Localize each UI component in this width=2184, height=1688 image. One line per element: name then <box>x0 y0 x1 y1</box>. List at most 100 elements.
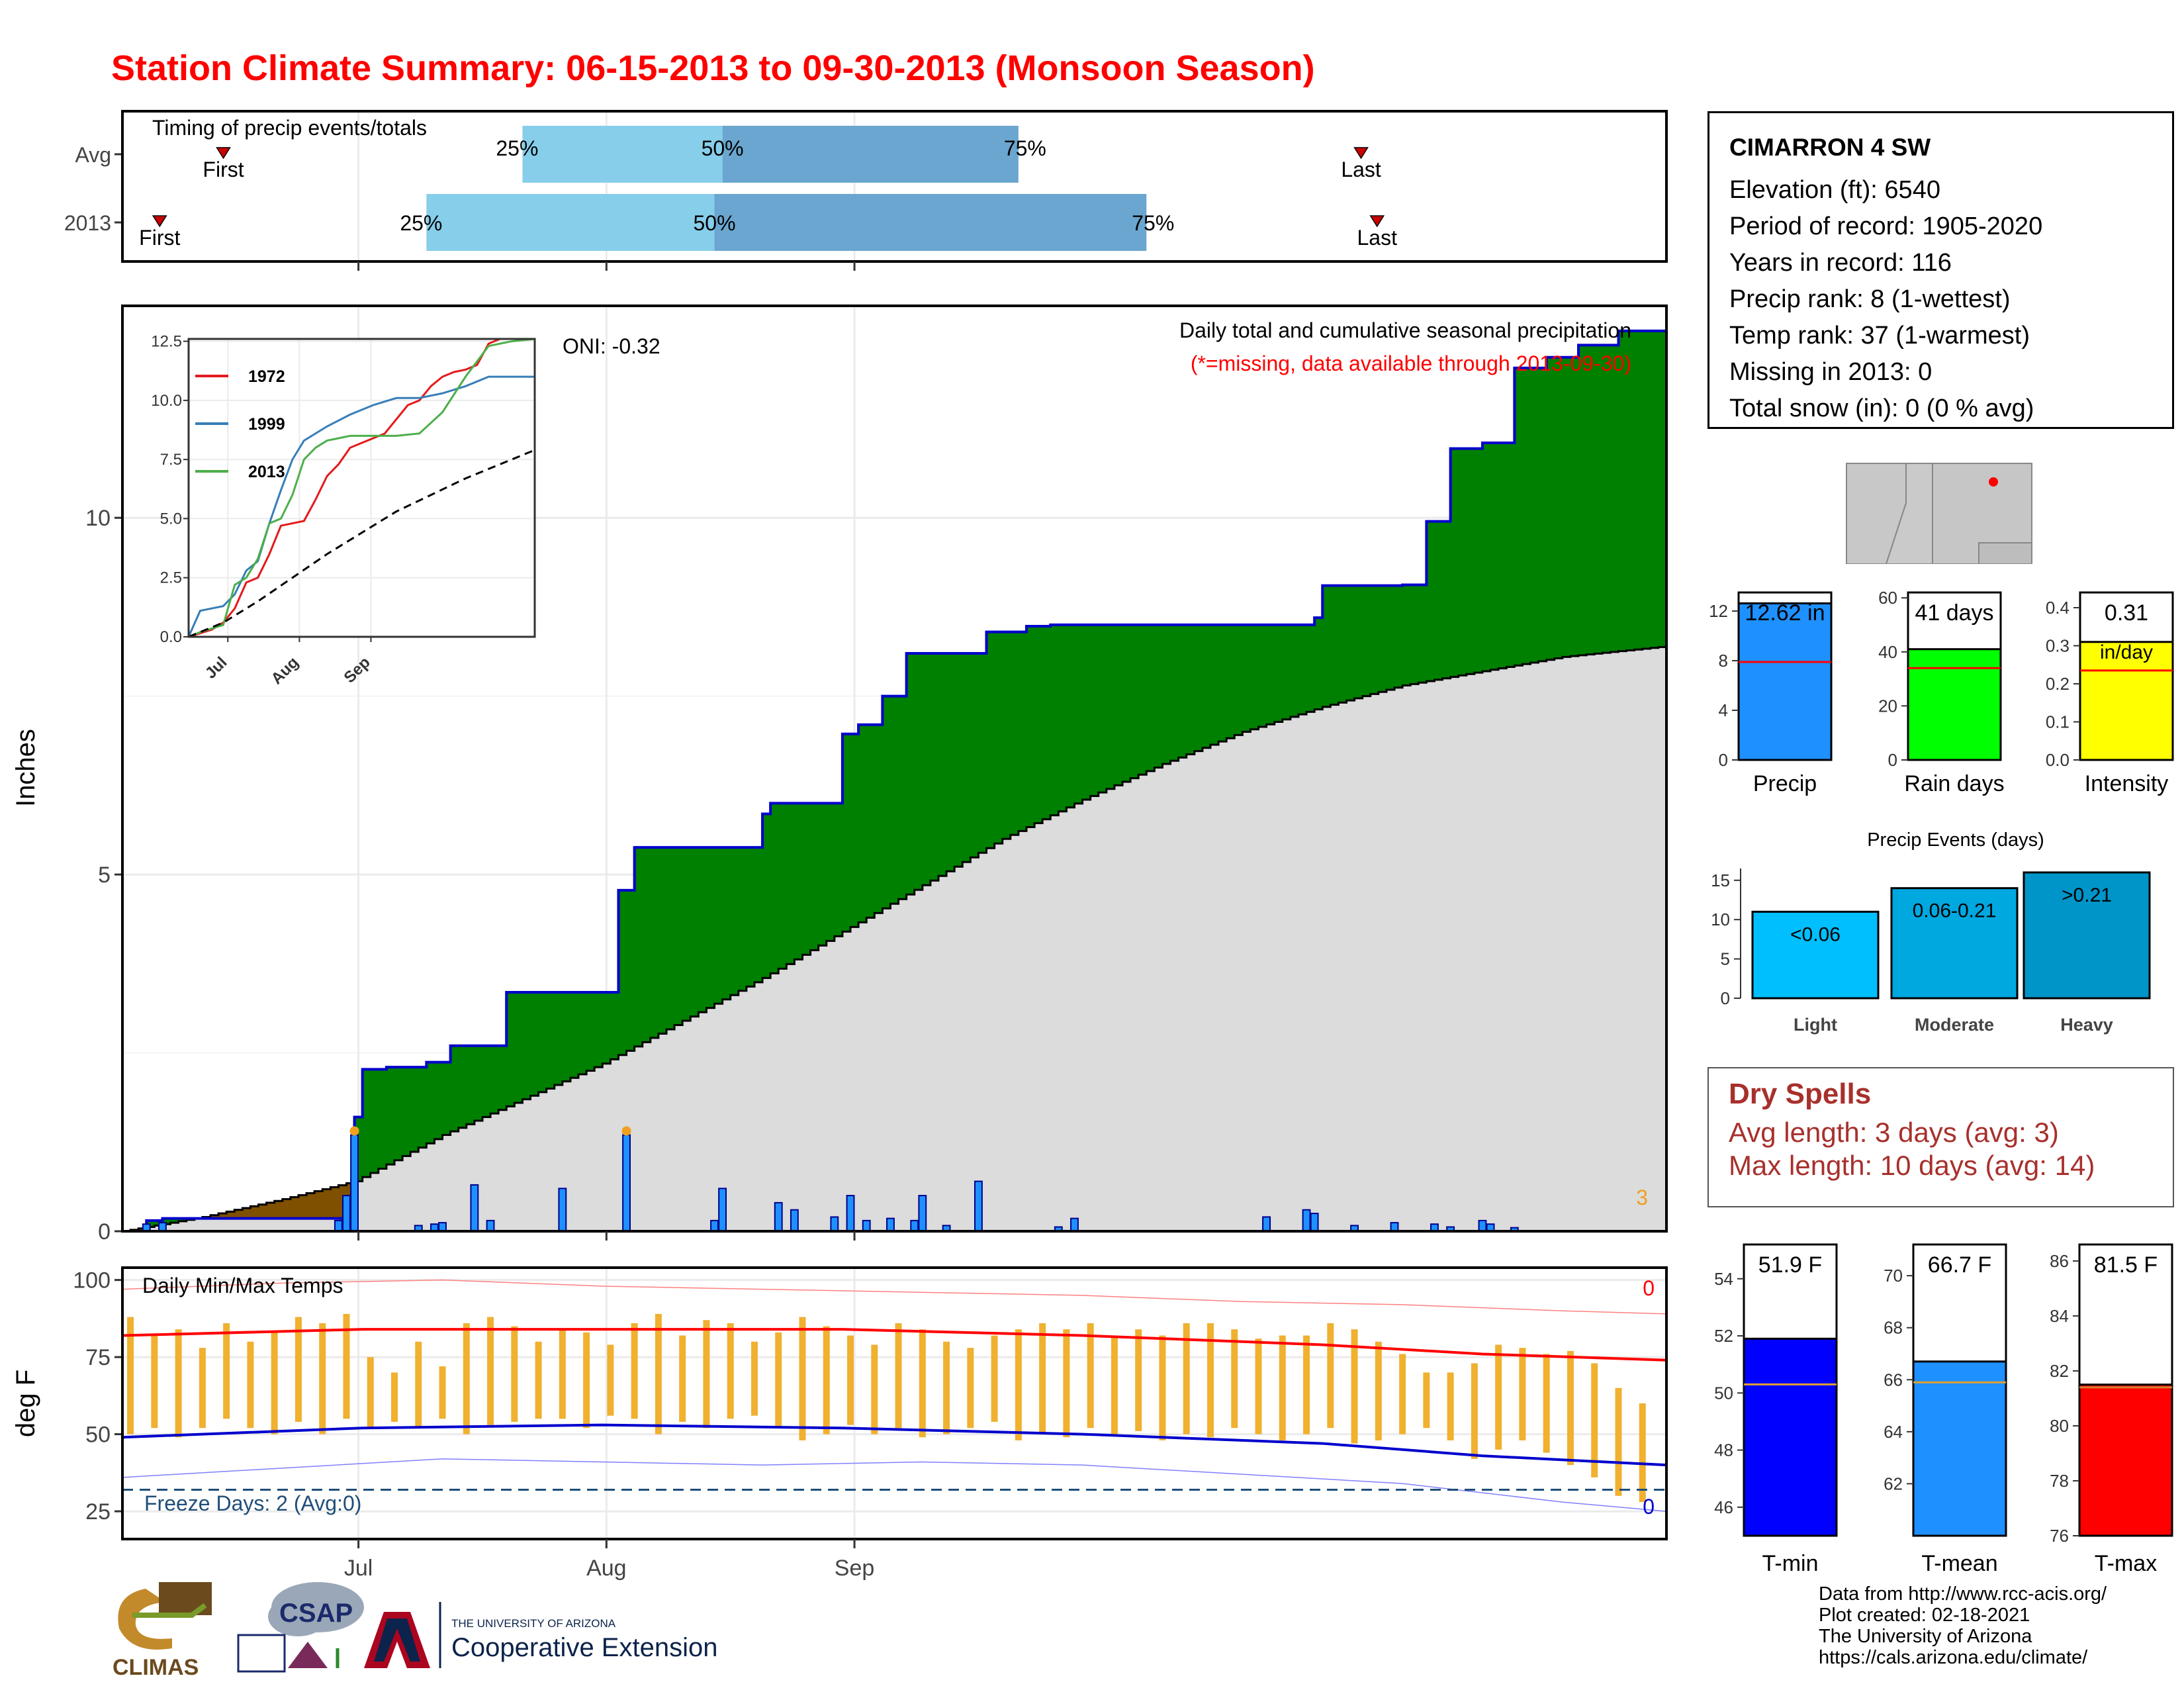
temp-ytick: 25 <box>85 1499 111 1524</box>
daily-precip-bar <box>790 1209 799 1232</box>
bar-ytick: 86 <box>2050 1251 2069 1271</box>
timing-p25: 25% <box>496 136 538 160</box>
daily-temp-bar <box>1111 1335 1118 1434</box>
daily-temp-bar <box>415 1341 422 1429</box>
logos: CLIMAS CSAP THE UNIVERSITY OF ARIZONA Co… <box>113 1582 717 1680</box>
bar-ytick: 70 <box>1884 1266 1903 1286</box>
inset-legend-label: 1972 <box>248 367 285 386</box>
bar-ytick: 52 <box>1714 1326 1733 1346</box>
bar-ytick: 20 <box>1878 696 1897 716</box>
daily-precip-bar <box>1262 1216 1271 1233</box>
observed-cumulative-line <box>122 329 1666 1233</box>
inset-series-line <box>187 375 535 637</box>
daily-temp-bar <box>319 1323 326 1434</box>
daily-precip-bar <box>774 1201 783 1233</box>
daily-temp-bar <box>1375 1341 1382 1440</box>
daily-temp-bar <box>487 1317 494 1425</box>
daily-precip-bar <box>718 1188 727 1233</box>
inset-ytick: 5.0 <box>160 510 182 528</box>
daily-temp-bar <box>1206 1323 1214 1438</box>
precip-ytick: 10 <box>85 506 111 531</box>
daily-temp-bar <box>1255 1338 1262 1434</box>
daily-temp-bar <box>1519 1348 1526 1440</box>
last-marker <box>1369 215 1385 228</box>
month-label: Jul <box>344 1556 373 1581</box>
temp-series-line <box>122 1279 1667 1315</box>
inset-frame <box>187 338 536 638</box>
first-label: First <box>139 226 180 250</box>
surplus-area <box>146 330 1667 1227</box>
events-title: Precip Events (days) <box>1867 829 2044 851</box>
bar-ytick: 0.3 <box>2046 636 2070 656</box>
daily-temp-bar <box>295 1317 302 1422</box>
daily-temp-bar <box>1039 1323 1046 1434</box>
summary-bar <box>2079 641 2174 761</box>
station-name: CIMARRON 4 SW <box>1729 134 1931 161</box>
source-line: The University of Arizona <box>1819 1626 2032 1647</box>
temp-panel: Daily Min/Max Temps Freeze Days: 2 (Avg:0… <box>11 1266 1668 1581</box>
bar-ytick: 0 <box>1719 750 1728 770</box>
daily-temp-bar <box>463 1323 470 1434</box>
daily-temp-bar <box>1087 1323 1094 1429</box>
timing-bar-high <box>714 194 1147 251</box>
bar-ytick: 78 <box>2050 1471 2069 1491</box>
timing-p25: 25% <box>400 211 442 235</box>
daily-temp-bar <box>607 1344 614 1416</box>
precip-ytick: 5 <box>98 863 111 888</box>
daily-temp-bar <box>727 1323 734 1419</box>
daily-precip-bar <box>710 1219 719 1233</box>
daily-precip-bar <box>1310 1213 1319 1232</box>
dry-spells-max: Max length: 10 days (avg: 14) <box>1729 1150 2095 1181</box>
daily-temp-bar <box>439 1366 446 1419</box>
event-bar <box>1890 887 2019 1000</box>
daily-temp-bar <box>895 1323 902 1429</box>
bar-ytick: 46 <box>1714 1497 1733 1517</box>
inset-legend-label: 1999 <box>248 415 285 434</box>
timing-p75: 75% <box>1004 136 1046 160</box>
daily-temp-bar <box>631 1323 638 1419</box>
summary-bars: 12.62 in 0 4 8 12 Precip 41 days 0 20 40 60 Rain da… <box>1709 588 2174 796</box>
event-bar <box>1751 910 1880 1000</box>
daily-temp-bar <box>751 1341 758 1416</box>
inset-ytick: 2.5 <box>160 569 182 587</box>
precip-ylabel: Inches <box>11 729 40 807</box>
station-elevation: Elevation (ft): 6540 <box>1729 176 1940 204</box>
temp-summary-bars: 51.9 F 46 48 50 52 54 T-min 66.7 F 62 64 66 68 70 T-m… <box>1714 1243 2173 1576</box>
precip-events-chart: Precip Events (days) 0 5 10 15 <0.06 Light 0.06… <box>1711 829 2151 1035</box>
daily-temp-bar <box>1639 1403 1646 1503</box>
climas-text: CLIMAS <box>113 1655 199 1680</box>
temp-series-line <box>122 1423 1667 1467</box>
daily-temp-bar <box>151 1335 158 1429</box>
daily-temp-bar <box>703 1320 710 1429</box>
daily-temp-bar <box>247 1341 254 1429</box>
dry-spells-heading: Dry Spells <box>1729 1078 1872 1110</box>
temp-bar <box>2078 1383 2173 1537</box>
temp-ylabel: deg F <box>11 1370 40 1437</box>
temp-ytick: 75 <box>85 1345 111 1370</box>
temp-ytick: 100 <box>73 1268 111 1293</box>
daily-temp-bar <box>175 1329 182 1438</box>
bar-ytick: 66 <box>1884 1370 1903 1389</box>
daily-precip-bar <box>486 1219 495 1233</box>
bar-ytick: 62 <box>1884 1474 1903 1493</box>
daily-temp-bar <box>1495 1344 1502 1450</box>
bar-ytick: 60 <box>1878 588 1897 608</box>
daily-temp-bar <box>199 1348 206 1429</box>
extreme-marker <box>349 1126 359 1136</box>
daily-temp-bar <box>775 1332 782 1429</box>
month-label: Aug <box>586 1556 627 1581</box>
first-marker <box>216 147 231 160</box>
daily-precip-bar <box>974 1180 983 1232</box>
event-bar-label: >0.21 <box>2062 884 2112 906</box>
oni-label: ONI: -0.32 <box>563 334 660 358</box>
daily-temp-bar <box>1159 1335 1166 1440</box>
daily-temp-bar <box>1447 1372 1454 1440</box>
station-snow: Total snow (in): 0 (0 % avg) <box>1729 395 2034 422</box>
station-marker <box>1989 477 1998 487</box>
daily-precip-bar <box>862 1219 871 1233</box>
daily-temp-bar <box>1183 1323 1190 1434</box>
bar-ytick: 48 <box>1714 1440 1733 1460</box>
station-temp-rank: Temp rank: 37 (1-warmest) <box>1729 322 2030 350</box>
bar-ytick: 0.1 <box>2046 712 2070 732</box>
timing-row-label: Avg <box>75 143 111 167</box>
